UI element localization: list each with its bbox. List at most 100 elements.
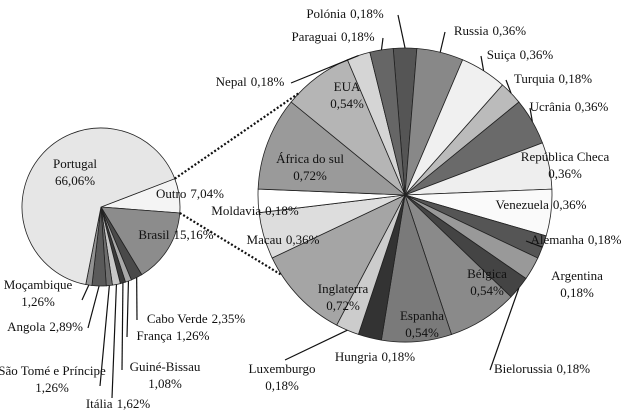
- pie-slice: [100, 206, 181, 276]
- category-label: Russia: [454, 23, 489, 38]
- pie-slice: [21, 127, 176, 285]
- slice-label: Inglaterra 0,72%: [318, 281, 369, 313]
- slice-label: Polónia 0,18%: [306, 6, 383, 21]
- slice-label: Outro 7,04%: [156, 186, 224, 201]
- slice-label: Argentina 0,18%: [551, 268, 603, 300]
- leader-line: [439, 31, 446, 53]
- leader-line: [126, 281, 130, 338]
- category-label: Cabo Verde: [147, 311, 208, 326]
- value-label: 0,18%: [556, 361, 590, 376]
- slice-label: Turquia 0,18%: [514, 71, 592, 86]
- value-label: 0,18%: [382, 349, 416, 364]
- category-label: Turquia: [514, 71, 555, 86]
- category-label: Outro: [156, 186, 186, 201]
- leader-line: [489, 287, 520, 371]
- slice-label: Espanha 0,54%: [400, 308, 444, 340]
- value-label: 0,36%: [575, 99, 609, 114]
- category-label: Argentina: [551, 268, 603, 283]
- category-label: Portugal: [53, 156, 97, 171]
- slice-label: EUA 0,54%: [330, 79, 364, 111]
- value-label: 0,18%: [265, 378, 299, 393]
- slice-label: Moçambique 1,26%: [4, 277, 73, 309]
- category-label: Nepal: [216, 74, 247, 89]
- category-label: Paraguai: [291, 29, 337, 44]
- slice-label: Bielorussia 0,18%: [494, 361, 590, 376]
- category-label: Macau: [247, 232, 283, 247]
- slice-label: Guiné-Bissau 1,08%: [130, 359, 201, 391]
- value-label: 0,54%: [330, 96, 364, 111]
- category-label: Suiça: [487, 47, 516, 62]
- slice-label: Suiça 0,36%: [487, 47, 554, 62]
- category-label: São Tomé e Príncipe: [0, 363, 106, 378]
- value-label: 0,36%: [286, 232, 320, 247]
- slice-label: Moldavia 0,18%: [211, 203, 299, 218]
- leader-line: [529, 107, 533, 122]
- value-label: 0,36%: [493, 23, 527, 38]
- slice-label: Luxemburgo 0,18%: [249, 361, 316, 393]
- category-label: Luxemburgo: [249, 361, 316, 376]
- value-label: 2,35%: [212, 311, 246, 326]
- category-label: Ucrânia: [530, 99, 571, 114]
- leader-line: [525, 240, 543, 248]
- leader-line: [99, 285, 110, 387]
- pie-slice: [257, 101, 407, 196]
- slice-label: Bélgica 0,54%: [467, 266, 507, 298]
- category-label: África do sul: [276, 151, 344, 166]
- slice-label: Hungria 0,18%: [335, 349, 415, 364]
- category-label: Moldavia: [211, 203, 261, 218]
- value-label: 0,18%: [265, 203, 299, 218]
- category-label: EUA: [334, 79, 361, 94]
- value-label: 0,72%: [293, 168, 327, 183]
- value-label: 0,54%: [405, 325, 439, 340]
- value-label: 0,18%: [560, 285, 594, 300]
- value-label: 66,06%: [55, 173, 95, 188]
- leader-line: [87, 285, 100, 329]
- value-label: 0,18%: [350, 6, 384, 21]
- leader-line: [397, 14, 406, 49]
- value-label: 0,18%: [559, 71, 593, 86]
- value-label: 15,16%: [173, 227, 213, 242]
- value-label: 0,18%: [588, 232, 622, 247]
- leader-line: [111, 284, 118, 399]
- category-label: Espanha: [400, 308, 444, 323]
- value-label: 0,36%: [553, 197, 587, 212]
- connector-line: [174, 91, 300, 180]
- category-label: Inglaterra: [318, 281, 369, 296]
- leader-line: [284, 329, 348, 361]
- slice-label: São Tomé e Príncipe 1,26%: [0, 363, 106, 395]
- pie-slice: [271, 194, 406, 326]
- category-label: Bélgica: [467, 266, 507, 281]
- category-label: Angola: [7, 319, 46, 334]
- value-label: 2,89%: [49, 319, 83, 334]
- value-label: 7,04%: [190, 186, 224, 201]
- category-label: Polónia: [306, 6, 346, 21]
- category-label: Venezuela: [495, 197, 549, 212]
- leader-line: [81, 284, 90, 301]
- slice-label: Alemanha 0,18%: [530, 232, 621, 247]
- slice-label: Ucrânia 0,36%: [530, 99, 609, 114]
- value-label: 0,18%: [251, 74, 285, 89]
- slice-label: Russia 0,36%: [454, 23, 526, 38]
- category-label: República Checa: [521, 149, 610, 164]
- slice-label: Portugal 66,06%: [53, 156, 97, 188]
- value-label: 0,72%: [326, 298, 360, 313]
- category-label: Brasil: [138, 227, 169, 242]
- value-label: 1,26%: [21, 294, 55, 309]
- value-label: 1,08%: [148, 376, 182, 391]
- slice-label: Itália 1,62%: [86, 396, 150, 411]
- value-label: 0,18%: [341, 29, 375, 44]
- slice-label: Brasil 15,16%: [138, 227, 213, 242]
- leader-line: [380, 37, 384, 50]
- category-label: Bielorussia: [494, 361, 553, 376]
- slice-label: Macau 0,36%: [247, 232, 320, 247]
- slice-label: Nepal 0,18%: [216, 74, 285, 89]
- value-label: 0,36%: [520, 47, 554, 62]
- leader-line: [480, 55, 485, 71]
- value-label: 0,36%: [548, 166, 582, 181]
- value-label: 0,54%: [470, 283, 504, 298]
- slice-label: França 1,26%: [137, 328, 210, 343]
- value-label: 1,26%: [35, 380, 69, 395]
- category-label: Alemanha: [530, 232, 584, 247]
- category-label: Itália: [86, 396, 113, 411]
